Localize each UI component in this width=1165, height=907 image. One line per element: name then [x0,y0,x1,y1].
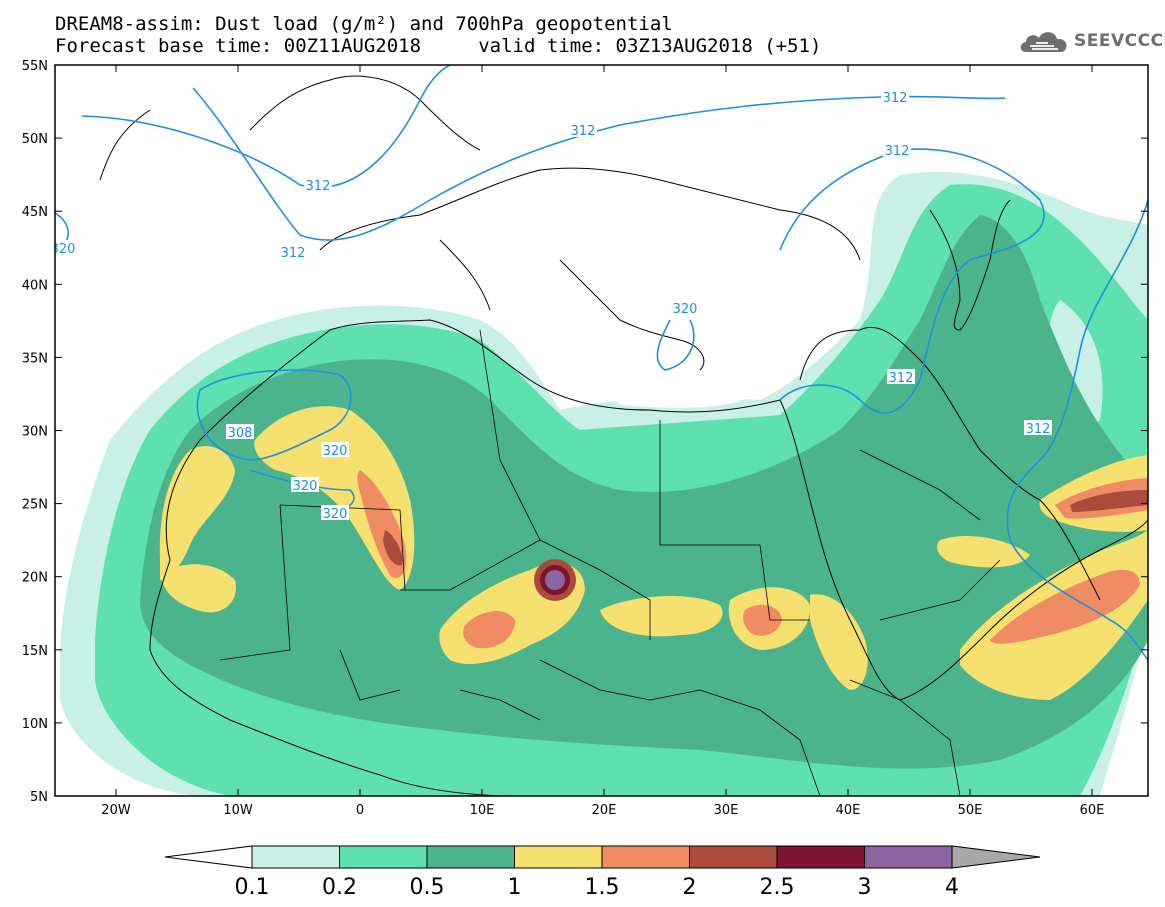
contour-labels: 312 312 312 312 312 308 320 320 320 320 312 312 320 [51,89,1052,522]
lon-label: 10E [470,803,495,818]
contour-label-bg [55,240,77,255]
dust-region-1-5 [990,569,1140,644]
lat-label: 30N [22,425,48,440]
dust-region-1-5 [463,610,515,649]
colorbar-bin [864,845,953,869]
seevccc-logo: SEEVCCC [1018,26,1164,56]
contour-label-bg [887,369,915,384]
colorbar-bin [514,845,603,869]
contour-label-bg [226,424,254,439]
colorbar-label: 1 [508,875,522,900]
contour-label: 312 [571,124,596,139]
contour-label-bg [279,244,307,259]
latitude-axis: 55N 50N 45N 40N 35N 30N 25N 20N 15N 10N 5N [22,59,1148,805]
lon-label: 10W [223,803,253,818]
colorbar-bin [426,845,515,869]
dust-region-1 [937,535,1030,568]
lat-label: 40N [22,278,48,293]
lat-label: 50N [22,132,48,147]
colorbar-label: 0.2 [322,875,357,900]
colorbar-bin [776,845,865,869]
lat-label: 25N [22,498,48,513]
contour-label-bg [321,505,349,520]
contour-label-bg [671,300,699,315]
colorbar-under-arrow [164,845,253,869]
colorbar-bin [251,845,340,869]
lon-label: 20W [101,803,131,818]
longitude-axis: 20W 10W 0 10E 20E 30E 40E 50E 60E [101,65,1104,818]
contour-label-bg [291,477,319,492]
logo-text: SEEVCCC [1074,31,1164,51]
colorbar-over-arrow [951,845,1041,869]
coastlines [99,75,1148,796]
dust-region-4 [545,570,565,590]
contour-label: 320 [293,479,318,494]
lat-label: 45N [22,205,48,220]
lon-label: 60E [1080,803,1105,818]
dust-region-2 [383,530,403,566]
colorbar-label: 4 [945,875,959,900]
contour-label-bg [1024,420,1052,435]
colorbar-bin [339,845,428,869]
dust-region-0-1 [600,366,760,408]
dust-region-1 [254,406,415,590]
contour-label: 312 [1026,422,1051,437]
contour-label: 320 [323,507,348,522]
dust-region-1 [159,446,235,580]
colorbar-label: 0.1 [235,875,270,900]
lat-label: 5N [30,790,48,805]
cloud-icon [1020,32,1067,52]
dust-region-0-5 [140,215,1148,769]
colorbar: 0.1 0.2 0.5 1 1.5 2 2.5 3 4 [164,845,1041,900]
colorbar-label: 2 [683,875,697,900]
contour-label: 312 [889,371,914,386]
contour-label: 312 [883,91,908,106]
colorbar-label: 0.5 [410,875,445,900]
contour-label: 320 [323,444,348,459]
contour-label: 312 [306,179,331,194]
contour-label-bg [304,177,332,192]
contour-label: 308 [228,426,253,441]
dust-region-1 [810,594,868,690]
contour-label: 312 [281,246,306,261]
contour-label: 320 [51,242,76,257]
lat-label: 35N [22,351,48,366]
colorbar-label: 1.5 [585,875,620,900]
lat-label: 55N [22,59,48,74]
country-borders [219,329,1001,796]
colorbar-bin [601,845,690,869]
dust-region-2 [1070,490,1148,512]
contour-label-bg [881,89,909,104]
contour-label-bg [321,442,349,457]
contour-label: 312 [885,144,910,159]
colorbar-label: 3 [858,875,872,900]
lat-label: 15N [22,644,48,659]
forecast-times: Forecast base time: 00Z11AUG2018 valid t… [55,35,822,57]
lat-label: 20N [22,571,48,586]
contour-label-bg [883,142,911,157]
dust-region-1-5 [743,604,782,636]
lon-label: 50E [958,803,983,818]
lon-label: 0 [356,803,364,818]
dust-region-1 [160,564,236,613]
lon-label: 20E [592,803,617,818]
colorbar-label: 2.5 [760,875,795,900]
lon-label: 30E [714,803,739,818]
lon-label: 40E [836,803,861,818]
map-title: DREAM8-assim: Dust load (g/m²) and 700hP… [55,13,673,35]
lat-label: 10N [22,717,48,732]
contour-label-bg [569,122,597,137]
contour-label: 320 [673,302,698,317]
colorbar-bin [689,845,778,869]
dust-region-1 [600,595,723,637]
